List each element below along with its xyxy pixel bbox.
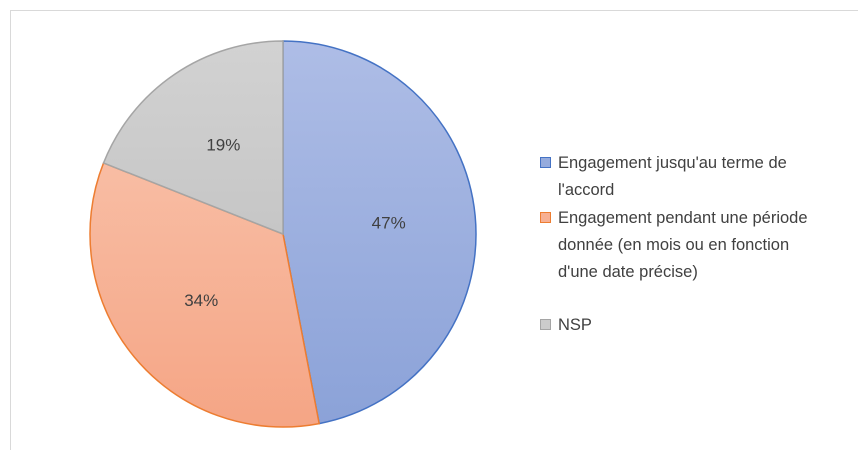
legend-entry: Engagement pendant une période donnée (e… bbox=[540, 205, 810, 286]
data-label: 47% bbox=[372, 213, 406, 232]
legend-entry: NSP bbox=[540, 312, 810, 339]
legend-label: Engagement pendant une période donnée (e… bbox=[558, 209, 808, 281]
chart-border bbox=[10, 10, 858, 450]
legend-entry: Engagement jusqu'au terme de l'accord bbox=[540, 150, 810, 204]
pie-slice bbox=[89, 161, 321, 428]
data-label: 19% bbox=[206, 136, 240, 155]
pie-slice bbox=[102, 40, 284, 236]
data-label: 34% bbox=[184, 291, 218, 310]
legend-swatch bbox=[540, 319, 551, 330]
legend-label: NSP bbox=[558, 316, 592, 334]
pie-slice bbox=[282, 40, 477, 425]
legend-label: Engagement jusqu'au terme de l'accord bbox=[558, 154, 787, 199]
legend-swatch bbox=[540, 157, 551, 168]
legend-swatch bbox=[540, 212, 551, 223]
